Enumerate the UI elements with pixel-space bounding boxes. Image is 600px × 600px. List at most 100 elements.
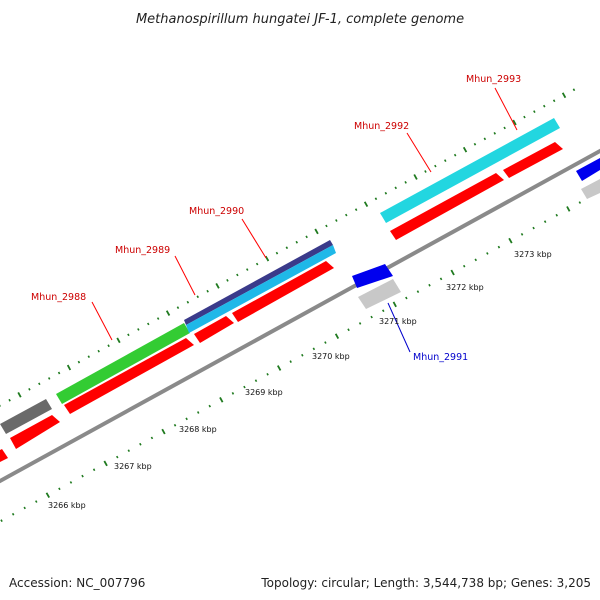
- minor-tick: [543, 220, 547, 224]
- minor-tick: [443, 159, 447, 162]
- minor-tick: [57, 371, 61, 375]
- scale-label: 3271 kbp: [379, 317, 417, 326]
- leader-line: [387, 302, 411, 353]
- minor-tick: [173, 423, 177, 427]
- minor-tick: [384, 191, 388, 195]
- minor-tick: [246, 268, 249, 271]
- scale-label: 3270 kbp: [312, 352, 350, 361]
- scale-label: 3273 kbp: [514, 250, 552, 259]
- gene-feature[interactable]: [390, 173, 504, 240]
- minor-tick: [520, 232, 524, 236]
- minor-tick: [92, 468, 96, 472]
- minor-tick: [127, 333, 130, 337]
- gene-labels: Mhun_2988 Mhun_2989 Mhun_2990 Mhun_2992 …: [31, 74, 521, 363]
- scale-label: 3269 kbp: [245, 388, 283, 397]
- gene-feature[interactable]: [56, 323, 190, 404]
- minor-tick: [289, 360, 292, 363]
- label-leaders: [91, 87, 518, 353]
- minor-tick: [11, 512, 15, 516]
- minor-tick: [266, 373, 269, 376]
- gene-feature[interactable]: [194, 316, 234, 343]
- minor-tick: [555, 213, 559, 217]
- minor-tick: [523, 115, 526, 119]
- minor-tick: [533, 110, 536, 113]
- minor-tick: [394, 186, 397, 190]
- gene-feature[interactable]: [352, 264, 393, 288]
- minor-tick: [572, 88, 576, 92]
- gene-label-mhun-2991[interactable]: Mhun_2991: [413, 352, 468, 363]
- gene-label-mhun-2990[interactable]: Mhun_2990: [189, 206, 244, 217]
- minor-tick: [254, 379, 258, 383]
- edge-features: [576, 158, 600, 199]
- major-tick: [450, 269, 455, 276]
- major-tick: [508, 237, 513, 244]
- minor-tick: [354, 208, 358, 212]
- gene-feature[interactable]: [0, 399, 52, 434]
- minor-tick: [285, 246, 289, 250]
- minor-tick: [185, 417, 188, 421]
- gene-label-mhun-2993[interactable]: Mhun_2993: [466, 74, 521, 85]
- gene-feature[interactable]: [64, 338, 194, 414]
- major-tick: [45, 492, 50, 499]
- minor-tick: [324, 341, 327, 344]
- gene-feature[interactable]: [184, 240, 333, 325]
- minor-tick: [116, 455, 119, 459]
- gene-feature[interactable]: [576, 158, 600, 181]
- minor-tick: [473, 142, 477, 146]
- minor-tick: [47, 377, 51, 380]
- minor-tick: [156, 317, 160, 320]
- minor-tick: [374, 197, 378, 201]
- gene-feature[interactable]: [0, 449, 8, 464]
- gene-feature[interactable]: [380, 118, 560, 223]
- gene-feature[interactable]: [581, 179, 600, 199]
- minor-tick: [226, 279, 229, 282]
- minor-tick: [147, 322, 150, 326]
- minor-tick: [58, 487, 61, 491]
- minor-tick: [255, 262, 259, 266]
- major-tick: [66, 364, 72, 371]
- minor-tick: [38, 382, 41, 386]
- scale-labels: 3266 kbp 3267 kbp 3268 kbp 3269 kbp 3270…: [48, 250, 552, 510]
- major-tick: [116, 337, 121, 344]
- minor-tick: [462, 264, 466, 268]
- minor-tick: [405, 296, 408, 300]
- minor-tick: [301, 353, 304, 357]
- minor-tick: [87, 355, 91, 358]
- gene-label-mhun-2989[interactable]: Mhun_2989: [115, 245, 170, 256]
- minor-tick: [35, 500, 38, 503]
- gene-label-mhun-2992[interactable]: Mhun_2992: [354, 121, 409, 132]
- minor-tick: [208, 404, 211, 408]
- gene-feature[interactable]: [186, 245, 336, 333]
- major-tick: [17, 391, 22, 398]
- major-tick: [561, 92, 567, 99]
- major-tick: [264, 255, 270, 262]
- minor-tick: [486, 252, 489, 255]
- scale-tick-track: [0, 201, 582, 523]
- minor-tick: [325, 224, 328, 228]
- genome-backbone: [0, 148, 600, 484]
- major-tick: [215, 282, 220, 289]
- minor-tick: [97, 349, 100, 353]
- minor-tick: [295, 240, 299, 244]
- minor-tick: [503, 126, 506, 130]
- gene-label-mhun-2988[interactable]: Mhun_2988: [31, 292, 86, 303]
- minor-tick: [370, 315, 373, 319]
- minor-tick: [404, 181, 407, 184]
- gene-feature[interactable]: [358, 279, 401, 309]
- minor-tick: [305, 235, 308, 239]
- major-tick: [566, 206, 571, 212]
- major-tick: [277, 365, 282, 371]
- outer-tick-track: [0, 88, 576, 407]
- minor-tick: [312, 347, 316, 351]
- minor-tick: [8, 398, 11, 402]
- minor-tick: [347, 328, 350, 332]
- minor-tick: [186, 300, 190, 304]
- minor-tick: [474, 258, 477, 262]
- minor-tick: [439, 277, 443, 281]
- gene-feature[interactable]: [10, 415, 60, 449]
- scale-label: 3267 kbp: [114, 462, 152, 471]
- gene-feature[interactable]: [503, 142, 563, 178]
- gene-feature[interactable]: [232, 261, 334, 322]
- major-tick: [334, 333, 340, 340]
